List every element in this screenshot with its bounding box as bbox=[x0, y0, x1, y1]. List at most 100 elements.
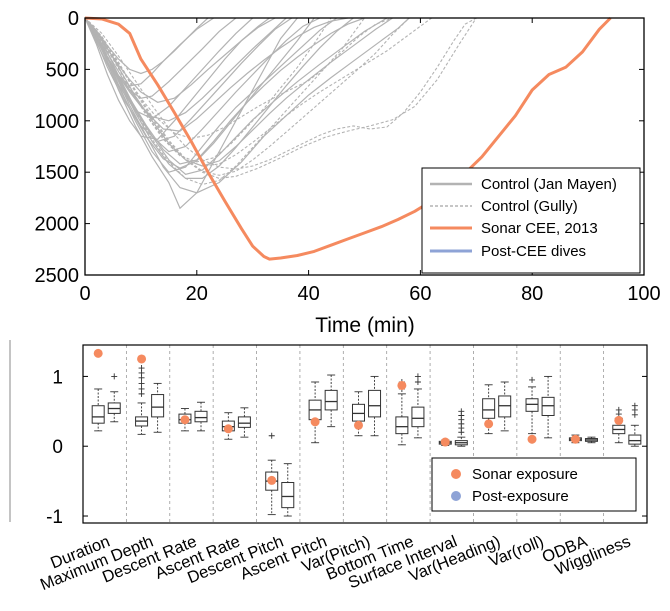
sonar-exposure-point bbox=[267, 475, 277, 485]
outlier-marker bbox=[414, 378, 421, 385]
sonar-exposure-point bbox=[614, 415, 624, 425]
legend-swatch-post-exposure bbox=[451, 491, 461, 501]
box-body bbox=[281, 482, 295, 509]
box-plot-1-1 bbox=[151, 382, 165, 433]
control-profile-line-dashed bbox=[84, 17, 410, 176]
box-body bbox=[541, 396, 555, 417]
legend-label-post-cee: Post-CEE dives bbox=[481, 243, 586, 260]
box-plot-5-1 bbox=[324, 374, 338, 428]
box-body bbox=[395, 416, 409, 435]
box-plot-4-1 bbox=[281, 463, 295, 517]
dive-metrics-frame bbox=[82, 344, 648, 524]
box-plot-2-1 bbox=[194, 401, 208, 432]
control-profile-line-solid bbox=[84, 17, 348, 132]
box-plot-10-1 bbox=[541, 375, 555, 439]
legend-label-sonar-cee: Sonar CEE, 2013 bbox=[481, 220, 598, 237]
x-tick-label: 60 bbox=[409, 283, 431, 305]
box-plot-0-0 bbox=[91, 388, 105, 432]
box-plot-12-1 bbox=[628, 402, 642, 447]
sonar-exposure-point bbox=[353, 420, 363, 430]
legend-label-control-jan-mayen: Control (Jan Mayen) bbox=[481, 176, 617, 193]
box-body bbox=[151, 394, 165, 418]
legend-box bbox=[431, 457, 637, 512]
sonar-exposure-point bbox=[180, 415, 190, 425]
box-body bbox=[498, 395, 512, 418]
control-profile-line-dashed bbox=[84, 17, 432, 167]
control-profile-line-solid bbox=[84, 17, 254, 120]
box-body bbox=[324, 389, 338, 411]
x-tick-label: 0 bbox=[79, 283, 90, 305]
sonar-exposure-point bbox=[484, 419, 494, 429]
legend-label-control-gully: Control (Gully) bbox=[481, 198, 578, 215]
box-plot-9-1 bbox=[498, 381, 512, 432]
dive-profile-legend: Control (Jan Mayen) Control (Gully) Sona… bbox=[421, 167, 641, 274]
control-profile-line-solid bbox=[84, 17, 287, 122]
outlier-marker bbox=[631, 402, 638, 409]
box-body bbox=[237, 416, 251, 428]
y-tick-label: 2500 bbox=[35, 265, 80, 287]
box-plot-11-1 bbox=[584, 436, 598, 444]
sonar-exposure-point bbox=[527, 434, 537, 444]
y-tick-label: 1000 bbox=[35, 111, 80, 133]
control-profile-line-solid bbox=[84, 17, 354, 179]
outlier-marker bbox=[268, 432, 275, 439]
outlier-marker bbox=[138, 380, 145, 387]
legend-box bbox=[421, 167, 641, 274]
outlier-marker bbox=[615, 406, 622, 413]
y-tick-label: 500 bbox=[46, 59, 79, 81]
box-body bbox=[411, 406, 425, 428]
dive-profile-frame bbox=[84, 17, 645, 276]
x-axis-label: Time (min) bbox=[315, 314, 415, 337]
control-profile-line-dashed bbox=[84, 17, 477, 170]
dive-metrics-legend: Sonar exposure Post-exposure bbox=[431, 457, 637, 512]
box-plot-3-1 bbox=[237, 407, 251, 438]
control-profile-line-dashed bbox=[84, 17, 365, 186]
box-body bbox=[482, 398, 496, 419]
box-plot-4-0 bbox=[265, 432, 279, 516]
control-profile-line-dashed bbox=[84, 17, 332, 163]
sonar-exposure-point bbox=[223, 424, 233, 434]
x-tick-label: 40 bbox=[297, 283, 319, 305]
legend-label-sonar-exposure: Sonar exposure bbox=[472, 466, 578, 483]
box-body bbox=[91, 405, 105, 424]
y-tick-label: -1 bbox=[46, 507, 63, 528]
control-profile-line-solid bbox=[84, 17, 410, 194]
control-profile-line-dashed bbox=[84, 17, 477, 179]
sonar-exposure-point bbox=[93, 348, 103, 358]
y-tick-label: 0 bbox=[68, 8, 79, 30]
control-profile-line-solid bbox=[84, 17, 388, 175]
dive-metrics-ticks: -1 0 1 bbox=[46, 367, 647, 528]
box-plot-5-0 bbox=[308, 381, 322, 444]
control-profile-line-dashed bbox=[84, 17, 393, 139]
box-plot-6-1 bbox=[368, 375, 382, 437]
legend-label-post-exposure: Post-exposure bbox=[472, 488, 569, 505]
box-body bbox=[351, 403, 365, 422]
y-tick-label: 1 bbox=[52, 367, 63, 388]
box-body bbox=[194, 410, 208, 423]
outlier-marker bbox=[111, 373, 118, 380]
sonar-exposure-points bbox=[93, 348, 624, 485]
x-tick-label: 100 bbox=[627, 283, 660, 305]
outlier-marker bbox=[138, 365, 145, 372]
sonar-exposure-point bbox=[397, 380, 407, 390]
legend-swatch-sonar-exposure bbox=[451, 469, 461, 479]
control-profile-line-solid bbox=[84, 17, 315, 169]
outlier-marker bbox=[458, 408, 465, 415]
outlier-marker bbox=[138, 385, 145, 392]
box-plot-7-1 bbox=[411, 373, 425, 439]
y-tick-label: 0 bbox=[52, 437, 63, 458]
box-body bbox=[525, 398, 539, 412]
sonar-cee-line bbox=[84, 16, 612, 261]
box-plot-8-1 bbox=[454, 408, 468, 447]
outlier-marker bbox=[529, 376, 536, 383]
x-tick-label: 80 bbox=[521, 283, 543, 305]
box-plot-1-0 bbox=[135, 365, 149, 435]
y-tick-label: 1500 bbox=[35, 162, 80, 184]
x-tick-label: 20 bbox=[186, 283, 208, 305]
dive-profile-lines bbox=[84, 16, 612, 261]
sonar-exposure-point bbox=[137, 354, 147, 364]
box-body bbox=[628, 434, 642, 445]
